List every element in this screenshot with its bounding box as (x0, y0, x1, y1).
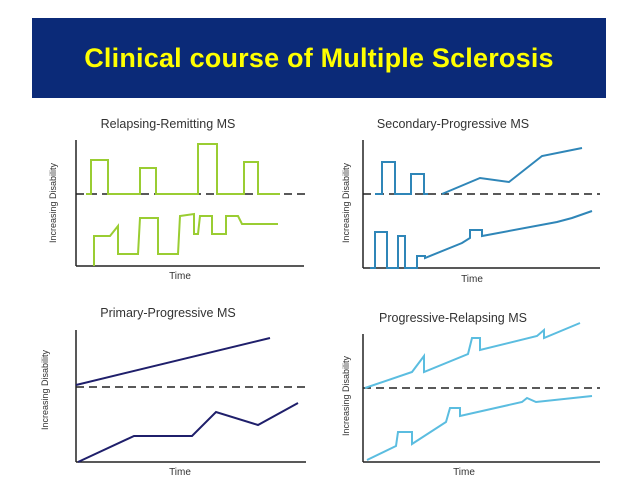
panel-title: Primary-Progressive MS (100, 306, 235, 320)
x-axis-label: Time (453, 467, 475, 478)
panel-relapsing-remitting: Relapsing-Remitting MS Increasing Disabi… (48, 117, 308, 282)
panel-title: Relapsing-Remitting MS (101, 117, 236, 131)
x-axis-label: Time (169, 271, 191, 282)
disease-course-lower (366, 395, 593, 461)
panel-primary-progressive: Primary-Progressive MS Increasing Disabi… (40, 306, 306, 478)
x-axis-label: Time (461, 274, 483, 285)
y-axis-label: Increasing Disability (341, 355, 351, 436)
disease-course-upper (375, 161, 428, 195)
disease-course-lower (370, 210, 593, 269)
y-axis-label: Increasing Disability (48, 162, 58, 243)
panel-title: Secondary-Progressive MS (377, 117, 529, 131)
y-axis-label: Increasing Disability (40, 349, 50, 430)
title-bar: Clinical course of Multiple Sclerosis (32, 18, 606, 98)
disease-course-lower (77, 402, 299, 463)
disease-course-upper (364, 322, 581, 389)
disease-course-upper-progressive (441, 147, 583, 195)
ms-course-diagram: Relapsing-Remitting MS Increasing Disabi… (32, 98, 606, 479)
y-axis-label: Increasing Disability (341, 162, 351, 243)
panel-progressive-relapsing: Progressive-Relapsing MS Increasing Disa… (341, 311, 600, 478)
disease-course-lower (93, 212, 278, 266)
panel-title: Progressive-Relapsing MS (379, 311, 527, 325)
disease-course-upper (75, 337, 271, 386)
panel-secondary-progressive: Secondary-Progressive MS Increasing Disa… (341, 117, 600, 285)
slide-title: Clinical course of Multiple Sclerosis (84, 43, 554, 73)
disease-course-upper (86, 143, 280, 195)
x-axis-label: Time (169, 467, 191, 478)
